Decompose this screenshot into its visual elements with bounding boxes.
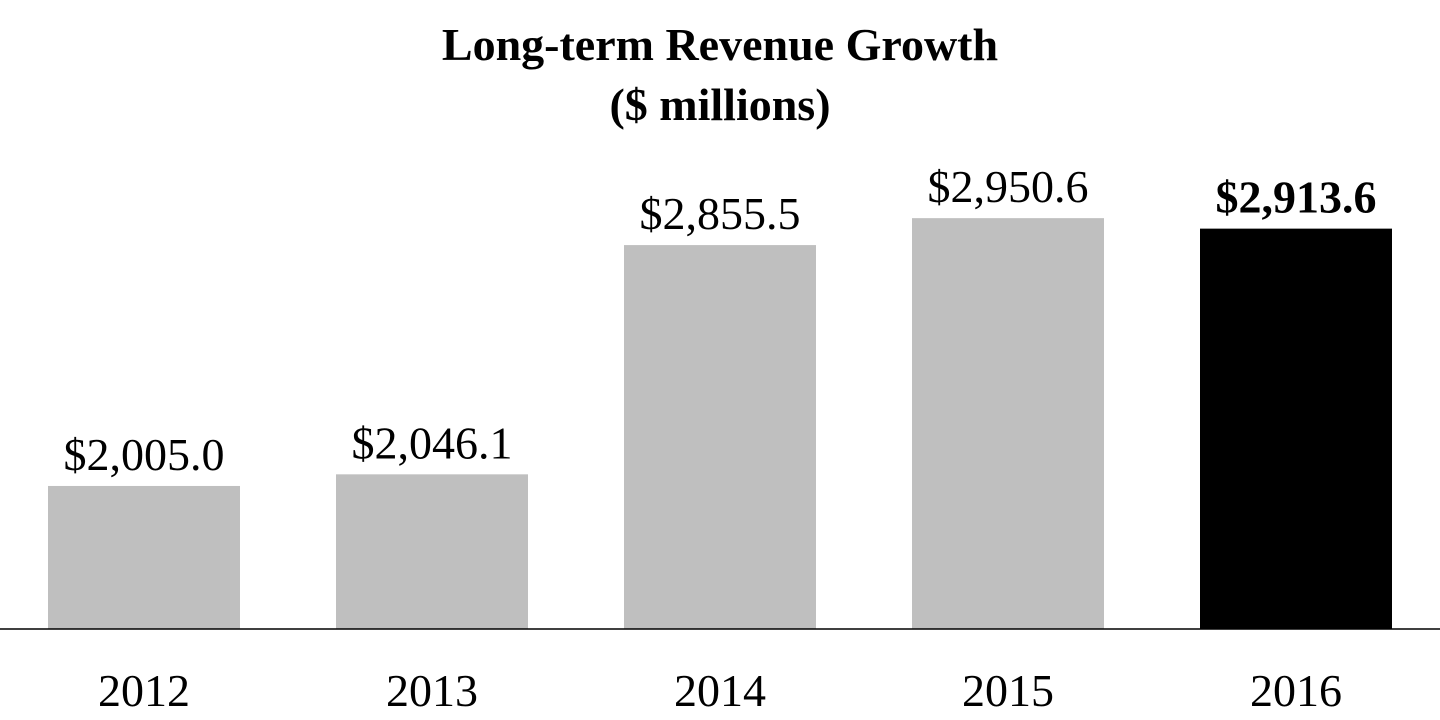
chart-title: Long-term Revenue Growth bbox=[442, 19, 998, 70]
bar-2014 bbox=[624, 245, 816, 630]
value-label-2015: $2,950.6 bbox=[928, 161, 1089, 212]
bar-2015 bbox=[912, 218, 1104, 629]
x-tick-label-2013: 2013 bbox=[386, 665, 478, 716]
chart-subtitle: ($ millions) bbox=[609, 79, 830, 130]
x-tick-label-2015: 2015 bbox=[962, 665, 1054, 716]
bar-2012 bbox=[48, 485, 240, 629]
tick-label-group: 2012 2013 2014 2015 2016 bbox=[98, 665, 1342, 716]
x-tick-label-2012: 2012 bbox=[98, 665, 190, 716]
bar-2013 bbox=[336, 474, 528, 629]
value-label-2012: $2,005.0 bbox=[64, 429, 225, 480]
value-label-group: $2,005.0 $2,046.1 $2,855.5 $2,950.6 $2,913.6 bbox=[64, 161, 1377, 480]
bar-2016 bbox=[1200, 228, 1392, 629]
bar-group bbox=[48, 218, 1392, 630]
value-label-2014: $2,855.5 bbox=[640, 188, 801, 239]
x-tick-label-2014: 2014 bbox=[674, 665, 766, 716]
value-label-2016: $2,913.6 bbox=[1216, 172, 1377, 223]
x-tick-label-2016: 2016 bbox=[1250, 665, 1342, 716]
value-label-2013: $2,046.1 bbox=[352, 417, 513, 468]
